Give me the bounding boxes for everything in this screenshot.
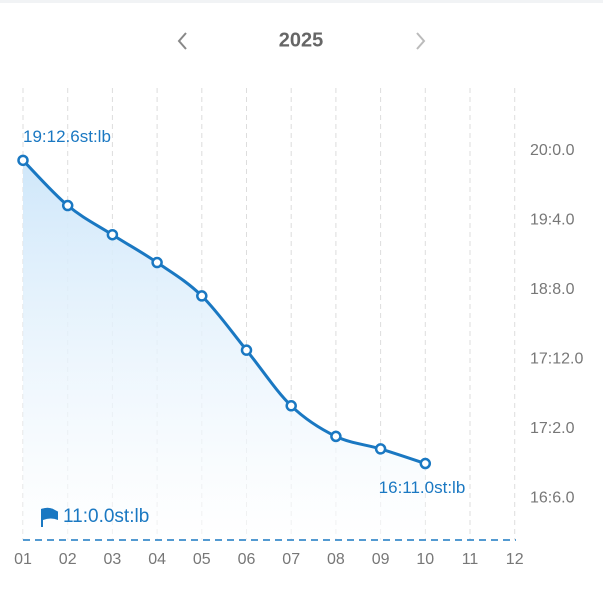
point <box>106 228 119 241</box>
x-tick-label: 11 <box>462 551 479 568</box>
y-tick-label: 19:4.0 <box>530 211 575 228</box>
x-tick-label: 10 <box>416 551 434 568</box>
point <box>196 290 208 302</box>
plot: 20:0.0 19:4.0 18:8.0 17:12.0 17:2.0 16:6.0 01 0… <box>14 88 583 568</box>
year-title: 2025 <box>279 29 324 51</box>
x-tick-label: 02 <box>59 551 77 568</box>
line <box>21 159 426 465</box>
value-label: 16:11.0st:lb <box>379 478 466 497</box>
top-bar <box>0 0 603 3</box>
x-tick-label: 04 <box>148 551 166 568</box>
point <box>374 443 387 455</box>
goal-flag <box>41 507 59 527</box>
y-tick-label: 16:6.0 <box>530 489 575 506</box>
point <box>17 154 29 167</box>
x-tick-label: 05 <box>193 551 211 568</box>
y-tick-label: 17:12.0 <box>530 350 583 367</box>
y-tick-label: 20:0.0 <box>530 142 575 159</box>
x-tick-label: 12 <box>506 551 524 568</box>
goal-label: 11:0.0st:lb <box>63 506 149 527</box>
y-tick-label: 18:8.0 <box>530 281 575 298</box>
x-tick-label: 09 <box>372 551 390 568</box>
point <box>419 457 432 470</box>
point <box>151 256 163 269</box>
x-tick-label: 03 <box>104 551 122 568</box>
x-tick-label: 06 <box>238 551 256 568</box>
value-label: 19:12.6st:lb <box>23 127 111 146</box>
next-button[interactable] <box>416 32 426 50</box>
point <box>240 344 253 356</box>
y-tick-label: 17:2.0 <box>530 420 575 437</box>
x-tick-label: 08 <box>327 551 345 568</box>
x-tick-label: 01 <box>14 551 32 568</box>
point <box>61 199 74 212</box>
x-tick-label: 07 <box>282 551 300 568</box>
point <box>285 400 297 412</box>
area <box>23 160 426 540</box>
point <box>330 430 342 443</box>
prev-button[interactable] <box>177 32 187 50</box>
